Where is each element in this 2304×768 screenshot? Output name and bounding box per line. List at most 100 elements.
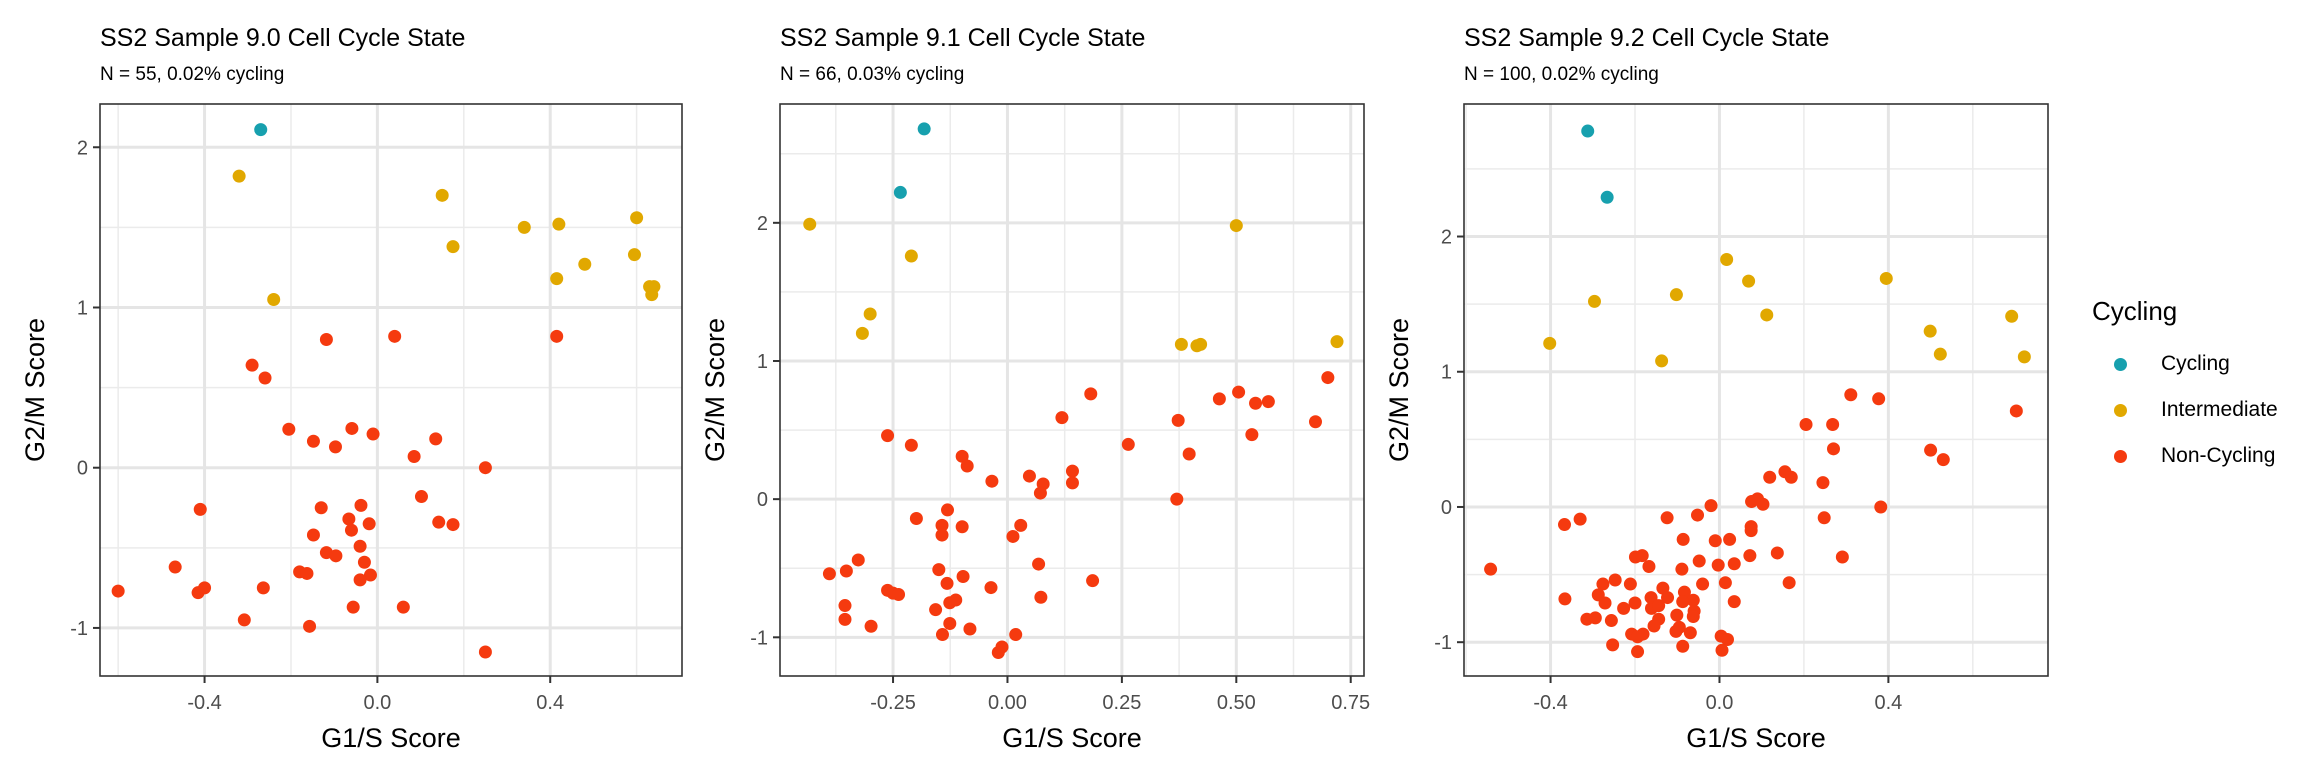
data-point — [342, 512, 356, 526]
data-point — [1606, 638, 1620, 652]
data-point — [991, 646, 1005, 660]
data-point — [935, 518, 949, 532]
data-point — [1720, 632, 1734, 646]
data-point — [1032, 557, 1046, 571]
data-point — [396, 600, 410, 614]
x-tick-label: 0.4 — [536, 692, 564, 714]
x-tick-label: 0.4 — [1874, 692, 1902, 714]
data-point — [1711, 558, 1725, 572]
x-axis-label: G1/S Score — [1686, 723, 1826, 753]
data-point — [1655, 354, 1669, 368]
data-point — [353, 573, 367, 587]
data-point — [388, 329, 402, 343]
data-point — [1844, 388, 1858, 402]
data-point — [1631, 630, 1645, 644]
data-point — [344, 523, 358, 537]
data-point — [1683, 626, 1697, 640]
data-point — [1763, 470, 1777, 484]
y-axis-label: G2/M Score — [1384, 318, 1414, 462]
data-point — [282, 422, 296, 436]
data-point — [2009, 404, 2023, 418]
y-tick-label: -1 — [1434, 632, 1452, 654]
data-point — [517, 220, 531, 234]
data-point — [1543, 336, 1557, 350]
data-point — [1182, 447, 1196, 461]
data-point — [1727, 557, 1741, 571]
x-axis-label: G1/S Score — [1002, 723, 1142, 753]
data-point — [838, 612, 852, 626]
data-point — [1691, 508, 1705, 522]
data-point — [306, 528, 320, 542]
x-tick-label: -0.25 — [870, 692, 916, 714]
y-tick-label: -1 — [750, 627, 768, 649]
data-point — [1034, 590, 1048, 604]
x-tick-label: 0.0 — [363, 692, 391, 714]
data-point — [838, 599, 852, 613]
data-point — [258, 371, 272, 385]
data-point — [446, 518, 460, 532]
data-point — [1249, 396, 1263, 410]
data-point — [1596, 577, 1610, 591]
data-point — [1065, 464, 1079, 478]
data-point — [630, 211, 644, 225]
data-point — [822, 567, 836, 581]
data-point — [414, 490, 428, 504]
data-point — [985, 474, 999, 488]
data-point — [1600, 190, 1614, 204]
data-point — [1686, 593, 1700, 607]
data-point — [1628, 596, 1642, 610]
y-axis-label: G2/M Score — [20, 318, 50, 462]
data-point — [1581, 124, 1595, 138]
x-tick-label: 0.25 — [1102, 692, 1141, 714]
data-point — [960, 459, 974, 473]
series-non-cycling — [111, 329, 564, 659]
data-point — [1715, 643, 1729, 657]
data-point — [1022, 469, 1036, 483]
x-tick-label: 0.0 — [1706, 692, 1734, 714]
data-point — [407, 449, 421, 463]
data-point — [578, 257, 592, 271]
data-point — [1174, 337, 1188, 351]
data-point — [2005, 309, 2019, 323]
data-point — [1652, 599, 1666, 613]
series-intermediate — [1543, 253, 2031, 368]
chart-subtitle: N = 100, 0.02% cycling — [1464, 64, 1659, 85]
data-point — [232, 169, 246, 183]
data-point — [1647, 619, 1661, 633]
data-point — [864, 619, 878, 633]
data-point — [863, 307, 877, 321]
y-tick-label: 1 — [1441, 362, 1452, 384]
data-point — [254, 123, 268, 137]
data-point — [1194, 337, 1208, 351]
data-point — [956, 570, 970, 584]
data-point — [955, 449, 969, 463]
data-point — [357, 555, 371, 569]
legend-label: Non-Cycling — [2161, 444, 2276, 467]
data-point — [550, 329, 564, 343]
data-point — [935, 528, 949, 542]
series-cycling — [1581, 124, 1614, 204]
data-point — [1936, 453, 1950, 467]
data-point — [940, 576, 954, 590]
data-point — [314, 501, 328, 515]
y-tick-label: 2 — [77, 137, 88, 159]
data-point — [2017, 350, 2031, 364]
data-point — [1587, 294, 1601, 308]
data-point — [929, 603, 943, 617]
data-point — [303, 619, 317, 633]
data-point — [1635, 549, 1649, 563]
legend-label: Intermediate — [2161, 398, 2278, 421]
x-axis-label: G1/S Score — [321, 723, 461, 753]
data-point — [855, 326, 869, 340]
legend-items: Cycling Intermediate Non-Cycling — [2092, 341, 2278, 479]
y-tick-label: -1 — [70, 618, 88, 640]
data-point — [1744, 524, 1758, 538]
y-tick-label: 0 — [1441, 497, 1452, 519]
data-point — [984, 581, 998, 595]
data-point — [1558, 518, 1572, 532]
data-point — [366, 427, 380, 441]
data-point — [478, 461, 492, 475]
data-point — [1065, 476, 1079, 490]
data-point — [1676, 639, 1690, 653]
data-point — [1696, 577, 1710, 591]
